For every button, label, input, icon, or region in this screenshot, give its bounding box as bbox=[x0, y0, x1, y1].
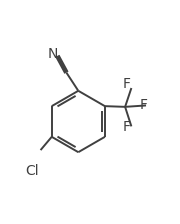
Text: N: N bbox=[47, 47, 58, 61]
Text: F: F bbox=[122, 77, 130, 91]
Text: F: F bbox=[122, 120, 130, 134]
Text: Cl: Cl bbox=[25, 164, 39, 178]
Text: F: F bbox=[140, 98, 148, 112]
